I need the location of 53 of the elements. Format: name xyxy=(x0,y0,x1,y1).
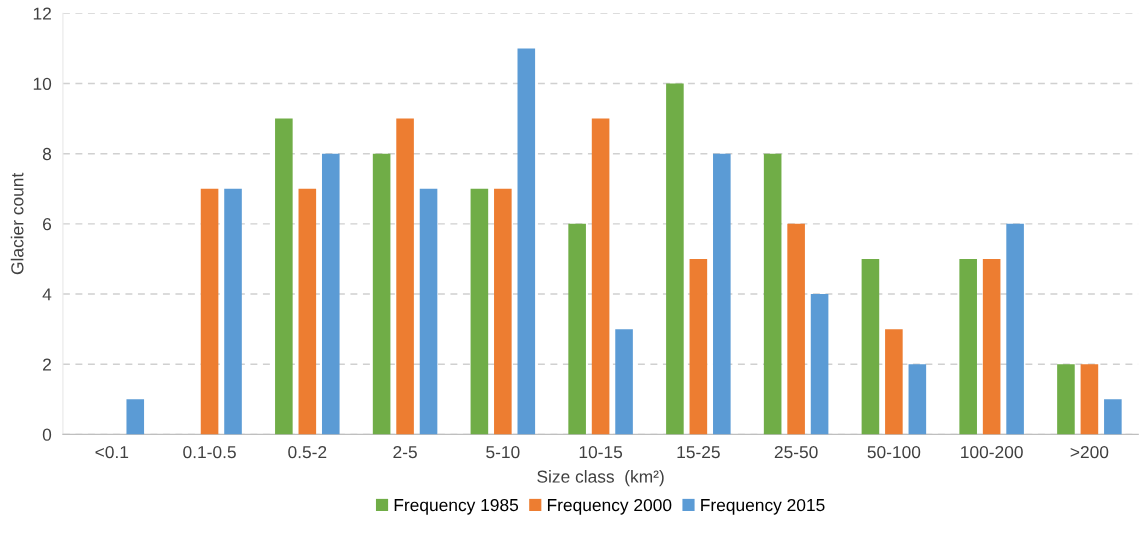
x-tick-label: 25-50 xyxy=(774,445,818,459)
bar xyxy=(1104,399,1122,435)
bar xyxy=(1006,223,1024,435)
bar xyxy=(908,364,927,435)
bar xyxy=(713,153,731,435)
x-tick-label: 5-10 xyxy=(486,445,520,459)
bar xyxy=(591,118,610,435)
bar xyxy=(494,188,512,435)
y-tick-label: 8 xyxy=(42,147,52,161)
bar xyxy=(885,329,903,435)
bar xyxy=(372,153,391,435)
x-tick-label: 10-15 xyxy=(579,445,623,459)
x-tick-label: 100-200 xyxy=(961,445,1023,459)
bar xyxy=(396,118,414,435)
y-tick-label: 12 xyxy=(33,7,51,20)
y-tick-label: 6 xyxy=(43,218,52,231)
bar xyxy=(275,118,293,435)
bar xyxy=(568,223,586,435)
bar xyxy=(470,188,489,435)
bar xyxy=(959,258,977,435)
x-tick-label: >200 xyxy=(1070,445,1109,459)
x-tick-label: 15-25 xyxy=(677,445,720,459)
bar xyxy=(298,188,317,435)
bar xyxy=(615,329,633,435)
bar xyxy=(1080,364,1099,435)
bar xyxy=(321,153,340,435)
bar xyxy=(787,223,805,435)
bar xyxy=(419,188,438,435)
bar xyxy=(517,48,536,435)
legend-label: Frequency 1985 xyxy=(394,498,519,515)
bar xyxy=(126,399,145,435)
bar xyxy=(689,258,708,435)
x-tick-label: 2-5 xyxy=(393,445,417,459)
y-tick-label: 10 xyxy=(33,77,52,90)
x-axis-title: Size class (km²) xyxy=(537,470,664,487)
x-tick-label: 0.5-2 xyxy=(288,445,327,459)
y-axis-title: Glacier count xyxy=(10,172,24,275)
bar xyxy=(810,294,829,435)
bar xyxy=(666,83,684,435)
bar xyxy=(763,153,782,435)
y-tick-label: 2 xyxy=(43,358,51,371)
y-tick-label: 4 xyxy=(42,288,52,301)
x-tick-label: <0.1 xyxy=(95,445,129,459)
bar xyxy=(224,188,242,435)
bar xyxy=(982,258,1001,435)
x-tick-label: 0.1-0.5 xyxy=(183,445,236,459)
bar xyxy=(1057,364,1075,435)
bar xyxy=(200,188,219,435)
legend-label: Frequency 2015 xyxy=(701,498,825,515)
x-tick-label: 50-100 xyxy=(867,445,921,459)
legend-label: Frequency 2000 xyxy=(547,498,672,515)
y-tick-label: 0 xyxy=(42,428,52,441)
bar xyxy=(861,258,880,435)
